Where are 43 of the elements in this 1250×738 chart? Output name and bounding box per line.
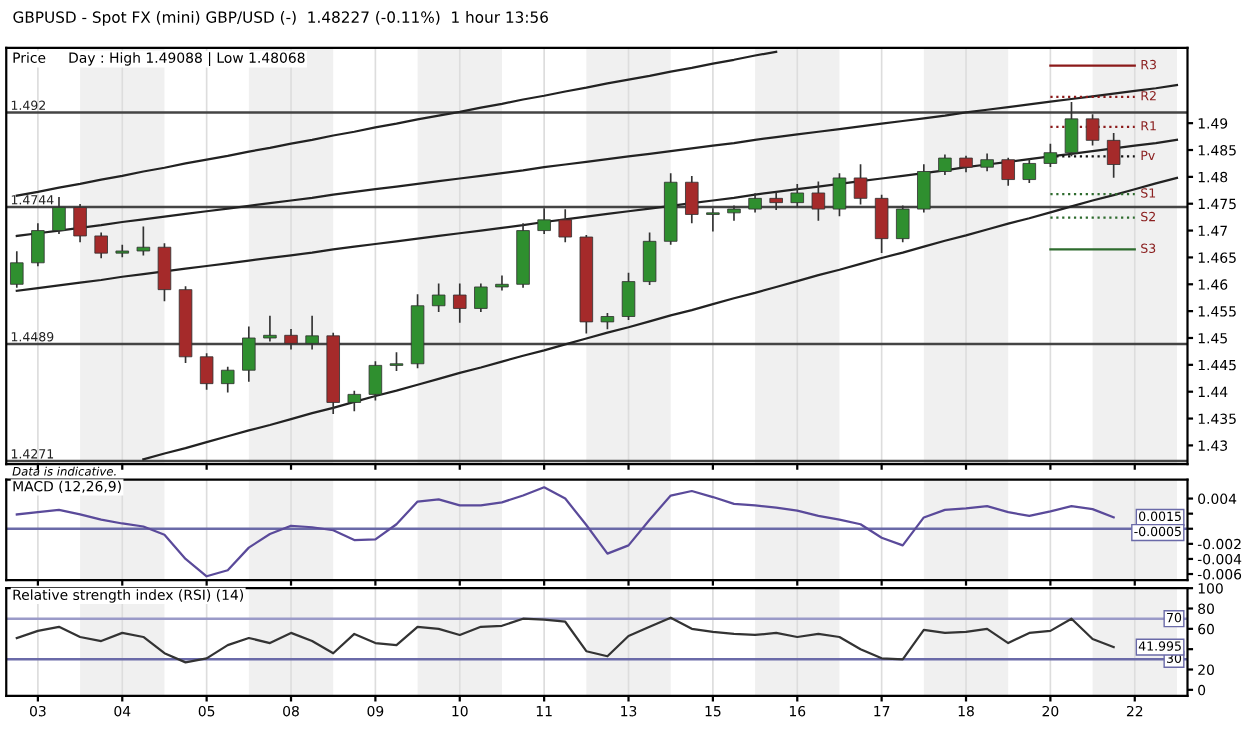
candlestick bbox=[874, 194, 889, 253]
candlestick bbox=[938, 154, 952, 176]
candlestick bbox=[305, 315, 319, 350]
candlestick bbox=[558, 209, 572, 243]
line-series bbox=[142, 176, 1179, 461]
candlestick bbox=[895, 205, 910, 243]
candlestick bbox=[1085, 114, 1100, 146]
candlestick bbox=[52, 196, 66, 235]
candlestick bbox=[284, 329, 298, 350]
candlestick bbox=[621, 272, 636, 321]
candlestick bbox=[474, 283, 488, 312]
candlestick bbox=[347, 390, 362, 412]
candlestick bbox=[10, 251, 24, 288]
candlestick bbox=[136, 226, 151, 256]
candlestick bbox=[706, 208, 720, 232]
candlestick bbox=[94, 232, 108, 259]
candlestick bbox=[431, 283, 446, 312]
candlestick bbox=[1106, 133, 1121, 178]
candlestick bbox=[853, 164, 868, 205]
candlestick bbox=[453, 283, 467, 323]
candlestick bbox=[495, 275, 509, 291]
candlestick bbox=[1001, 157, 1015, 186]
line-series bbox=[15, 616, 1115, 664]
candlestick bbox=[368, 361, 383, 401]
candlestick bbox=[537, 208, 551, 235]
candlestick bbox=[790, 184, 805, 208]
candlestick bbox=[769, 192, 783, 210]
candlestick bbox=[199, 353, 214, 390]
candlestick bbox=[642, 232, 657, 286]
candlestick bbox=[31, 223, 45, 267]
candlestick bbox=[811, 181, 826, 221]
line-series bbox=[15, 50, 778, 197]
candlestick bbox=[1064, 101, 1079, 157]
candlestick bbox=[917, 164, 931, 213]
candlestick bbox=[242, 326, 256, 382]
candlestick bbox=[220, 366, 235, 393]
candlestick bbox=[832, 173, 847, 217]
candlestick bbox=[1022, 158, 1037, 184]
candlestick bbox=[685, 176, 699, 224]
candlestick bbox=[73, 203, 87, 243]
candlestick bbox=[263, 315, 277, 342]
candlestick bbox=[1043, 143, 1058, 167]
candlestick bbox=[157, 243, 172, 302]
